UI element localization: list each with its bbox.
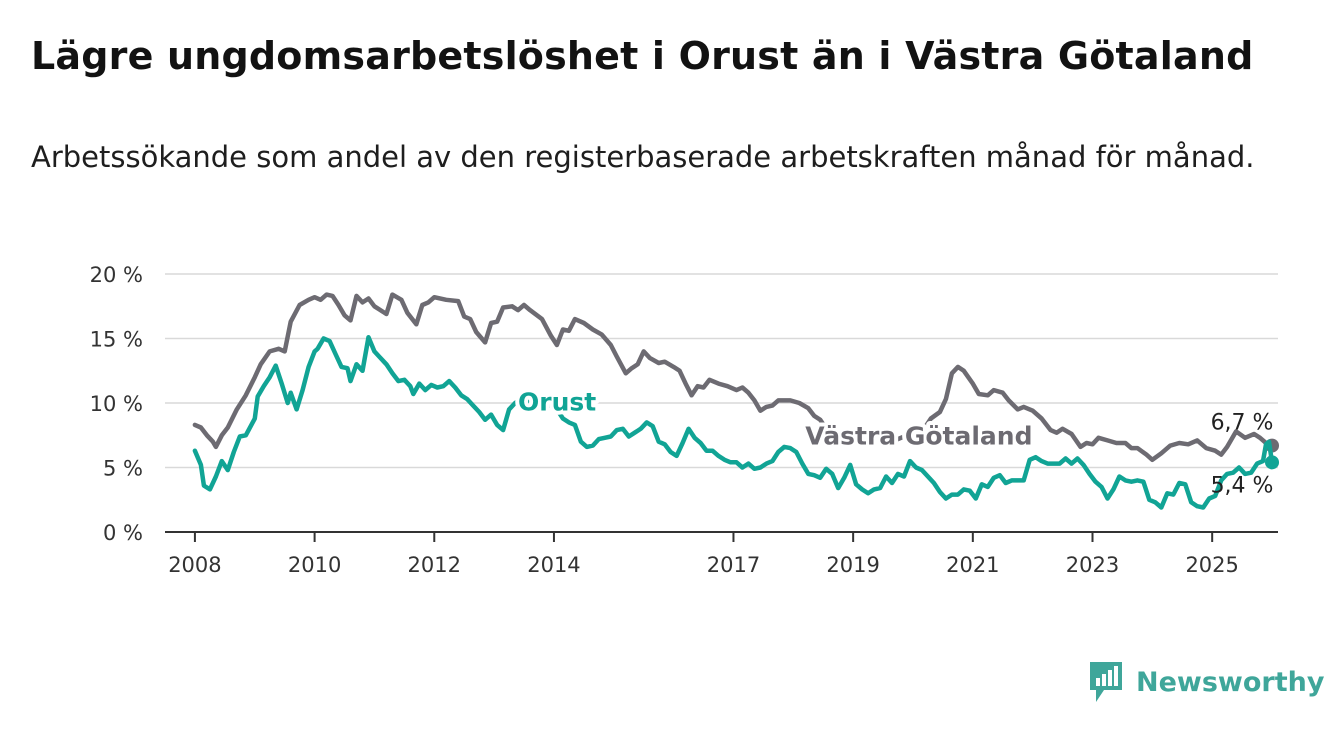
y-tick-label: 5 %	[103, 457, 143, 481]
series-name-label: Orust	[518, 388, 596, 417]
x-tick-label: 2019	[826, 553, 879, 577]
series-end-point	[1265, 455, 1280, 470]
series-name-label: Västra Götaland	[805, 421, 1032, 450]
x-tick-label: 2014	[527, 553, 580, 577]
x-tick-label: 2017	[707, 553, 760, 577]
chart-subtitle: Arbetssökande som andel av den registerb…	[31, 140, 1255, 174]
brand-name: Newsworthy	[1136, 666, 1325, 698]
end-value-label: 5,4 %	[1211, 473, 1274, 498]
y-tick-label: 0 %	[103, 521, 143, 545]
series-name-halo: Västra Götaland	[805, 421, 1032, 450]
x-axis: 2008 2010 2012 2014 2017 2019 2021 2023 2025	[165, 531, 1278, 577]
x-tick-label: 2008	[168, 553, 221, 577]
y-tick-label: 15 %	[90, 328, 143, 352]
series-line-orust	[192, 334, 1275, 510]
x-tick-label: 2010	[288, 553, 341, 577]
x-tick-label: 2025	[1185, 553, 1238, 577]
x-tick-label: 2021	[946, 553, 999, 577]
series-lines	[192, 292, 1280, 510]
y-axis: 0 % 5 % 10 % 15 % 20 %	[90, 263, 143, 545]
x-tick-label: 2012	[408, 553, 461, 577]
series-line-vastra-gotaland	[192, 292, 1275, 463]
brand-logo: Newsworthy	[1088, 660, 1324, 704]
chart-title: Lägre ungdomsarbetslöshet i Orust än i V…	[31, 34, 1254, 78]
newsworthy-icon	[1090, 662, 1122, 702]
end-value-label: 6,7 %	[1211, 411, 1274, 436]
x-tick-label: 2023	[1066, 553, 1119, 577]
series-name-halo: Orust	[518, 388, 596, 417]
grid-lines	[165, 273, 1278, 469]
y-tick-label: 20 %	[90, 263, 143, 287]
y-tick-label: 10 %	[90, 392, 143, 416]
